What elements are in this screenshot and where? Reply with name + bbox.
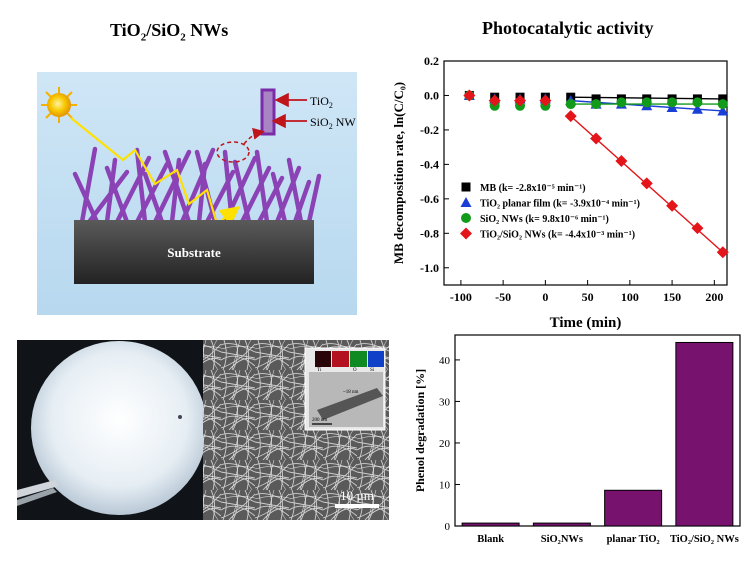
scale-bar — [335, 504, 379, 508]
photo-panel: Ti O Si ~18 nm 200 nm 10 µm — [17, 340, 389, 520]
category-label: Blank — [477, 534, 504, 545]
bar — [675, 341, 734, 527]
data-point — [539, 94, 552, 107]
svg-text:~18 nm: ~18 nm — [343, 390, 358, 395]
data-point — [717, 105, 729, 116]
data-point — [640, 177, 653, 190]
category-label: TiO₂/SiO₂ NWs — [670, 534, 739, 545]
y-tick-label: 10 — [439, 479, 451, 491]
y-axis-label: Phenol degradation [%] — [413, 369, 427, 492]
data-point — [691, 222, 704, 235]
plot-frame — [454, 334, 741, 527]
x-tick-label: 50 — [582, 290, 594, 304]
chart-title: Photocatalytic activity — [482, 18, 654, 38]
y-tick-label: -0.4 — [420, 157, 439, 171]
bar — [461, 522, 520, 527]
data-point — [591, 99, 602, 110]
data-point — [564, 110, 577, 123]
y-tick-label: -0.2 — [420, 123, 439, 137]
series-3 — [463, 89, 729, 259]
nanowire-zoom-icon — [260, 88, 276, 136]
data-point — [616, 97, 627, 108]
phenol-degradation-chart: 0 10 20 30 40 Phenol degradation [%] Blank SiO₂… — [413, 334, 741, 545]
diagram-title: TiO2/SiO2 NWs — [110, 20, 229, 44]
substrate — [74, 220, 314, 284]
data-point — [716, 246, 729, 259]
x-tick-label: 0 — [542, 290, 548, 304]
category-label: planar TiO₂ — [607, 534, 660, 545]
legend-marker — [461, 213, 471, 223]
zoom-circle — [216, 141, 250, 163]
silicon-wafer — [31, 341, 207, 515]
y-tick-label: 0.0 — [424, 88, 439, 102]
zoom-arrow-icon — [243, 127, 265, 145]
x-tick-label: 200 — [705, 290, 723, 304]
y-tick-label: 30 — [439, 396, 451, 408]
x-tick-label: 150 — [663, 290, 681, 304]
y-tick-label: 0.2 — [424, 54, 439, 68]
svg-text:Ti: Ti — [317, 368, 322, 373]
plot-frame — [443, 60, 728, 286]
label-tio2: TiO2 — [310, 94, 333, 110]
y-axis-label: MB decomposition rate, ln(C/C₀) — [391, 82, 406, 264]
y-tick-label: 40 — [439, 355, 451, 367]
legend-label: TiO₂/SiO₂ NWs (k= -4.4x10⁻³ min⁻¹) — [480, 230, 635, 241]
y-tick-label: 20 — [439, 438, 451, 450]
substrate-label: Substrate — [167, 245, 221, 260]
bar — [604, 489, 663, 527]
y-tick-label: 0 — [445, 521, 451, 533]
category-label: SiO₂NWs — [541, 534, 583, 545]
data-point — [615, 154, 628, 167]
x-tick-label: -100 — [450, 290, 472, 304]
data-point — [717, 99, 728, 110]
series-2 — [464, 90, 728, 111]
legend-label: TiO₂ planar film (k= -3.9x10⁻⁴ min⁻¹) — [480, 199, 640, 210]
svg-text:Si: Si — [370, 368, 375, 373]
y-tick-label: -1.0 — [420, 261, 439, 275]
x-axis-label: Time (min) — [550, 315, 622, 331]
legend-marker — [460, 197, 472, 207]
y-tick-label: -0.6 — [420, 192, 439, 206]
light-path-icon — [70, 117, 241, 226]
data-point — [488, 94, 501, 107]
legend-label: MB (k= -2.8x10⁻⁵ min⁻¹) — [480, 183, 586, 194]
legend-marker — [461, 182, 471, 192]
data-point — [590, 132, 603, 145]
scale-bar-label: 10 µm — [340, 488, 374, 503]
data-point — [514, 94, 527, 107]
data-point — [667, 97, 678, 108]
label-sio2-nw: SiO2 NW — [310, 115, 356, 131]
bar — [532, 522, 591, 527]
wafer-spot — [178, 415, 182, 419]
svg-text:200 nm: 200 nm — [312, 418, 327, 423]
data-point — [718, 94, 728, 104]
tweezer-icon — [17, 480, 59, 506]
y-tick-label: -0.8 — [420, 226, 439, 240]
data-point — [641, 97, 652, 108]
data-point — [666, 199, 679, 212]
tem-inset: Ti O Si ~18 nm 200 nm — [304, 347, 386, 431]
data-point — [691, 103, 703, 114]
legend-marker — [460, 227, 472, 240]
schematic-diagram: TiO2 SiO2 NW Substrate — [37, 72, 357, 315]
data-point — [565, 99, 576, 110]
data-point — [692, 97, 703, 108]
sun-icon — [41, 87, 77, 123]
photocatalytic-chart: -100 -50 0 50 100 150 200 0.2 0.0 -0.2 -0.4 -0.6 -0.… — [391, 54, 729, 331]
x-tick-label: 100 — [621, 290, 639, 304]
x-tick-label: -50 — [495, 290, 511, 304]
svg-text:O: O — [353, 368, 357, 373]
legend-label: SiO₂ NWs (k= 9.8x10⁻⁶ min⁻¹) — [480, 214, 609, 225]
data-point — [463, 89, 476, 102]
